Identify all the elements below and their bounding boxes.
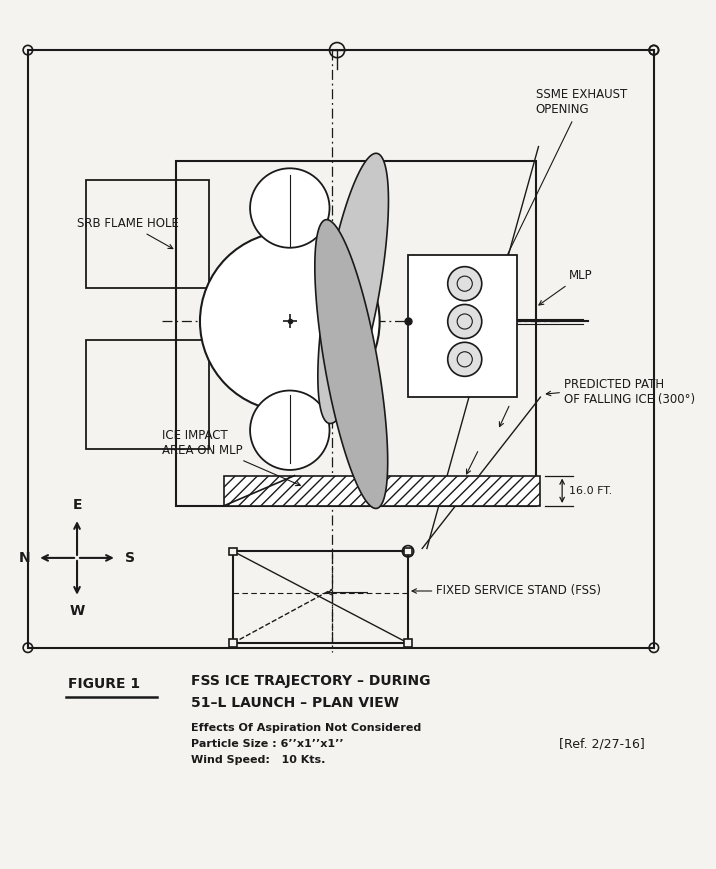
Polygon shape xyxy=(315,220,387,508)
Circle shape xyxy=(200,232,379,411)
Bar xyxy=(229,547,237,555)
Text: E: E xyxy=(72,498,82,512)
Bar xyxy=(233,551,408,643)
Polygon shape xyxy=(318,153,389,423)
Text: MLP: MLP xyxy=(539,269,592,305)
Text: Wind Speed:   10 Kts.: Wind Speed: 10 Kts. xyxy=(190,755,325,766)
Text: FIGURE 1: FIGURE 1 xyxy=(67,677,140,691)
Circle shape xyxy=(448,267,482,301)
Bar xyxy=(229,640,237,647)
Text: SSME EXHAUST
OPENING: SSME EXHAUST OPENING xyxy=(504,89,627,262)
Bar xyxy=(408,255,517,397)
Polygon shape xyxy=(223,475,541,506)
Text: FIXED SERVICE STAND (FSS): FIXED SERVICE STAND (FSS) xyxy=(436,585,601,598)
Text: Particle Size : 6’’x1’’x1’’: Particle Size : 6’’x1’’x1’’ xyxy=(190,740,343,749)
Bar xyxy=(405,547,412,555)
Text: ICE IMPACT
AREA ON MLP: ICE IMPACT AREA ON MLP xyxy=(162,429,300,486)
Circle shape xyxy=(448,304,482,339)
Text: 51–L LAUNCH – PLAN VIEW: 51–L LAUNCH – PLAN VIEW xyxy=(190,695,399,710)
Bar xyxy=(405,640,412,647)
Text: W: W xyxy=(69,604,84,618)
Circle shape xyxy=(250,169,329,248)
Bar xyxy=(87,341,209,449)
Text: S: S xyxy=(125,551,135,565)
Text: [Ref. 2/27-16]: [Ref. 2/27-16] xyxy=(559,738,645,751)
Text: FSS ICE TRAJECTORY – DURING: FSS ICE TRAJECTORY – DURING xyxy=(190,673,430,688)
Text: SRB FLAME HOLE: SRB FLAME HOLE xyxy=(77,217,179,249)
Text: PREDICTED PATH
OF FALLING ICE (300°): PREDICTED PATH OF FALLING ICE (300°) xyxy=(564,378,695,407)
Circle shape xyxy=(448,342,482,376)
Bar xyxy=(87,180,209,289)
Text: Effects Of Aspiration Not Considered: Effects Of Aspiration Not Considered xyxy=(190,723,421,733)
Text: 16.0 FT.: 16.0 FT. xyxy=(569,486,612,495)
Bar xyxy=(28,50,654,647)
Text: N: N xyxy=(19,551,30,565)
Circle shape xyxy=(250,390,329,470)
Bar xyxy=(176,161,536,506)
